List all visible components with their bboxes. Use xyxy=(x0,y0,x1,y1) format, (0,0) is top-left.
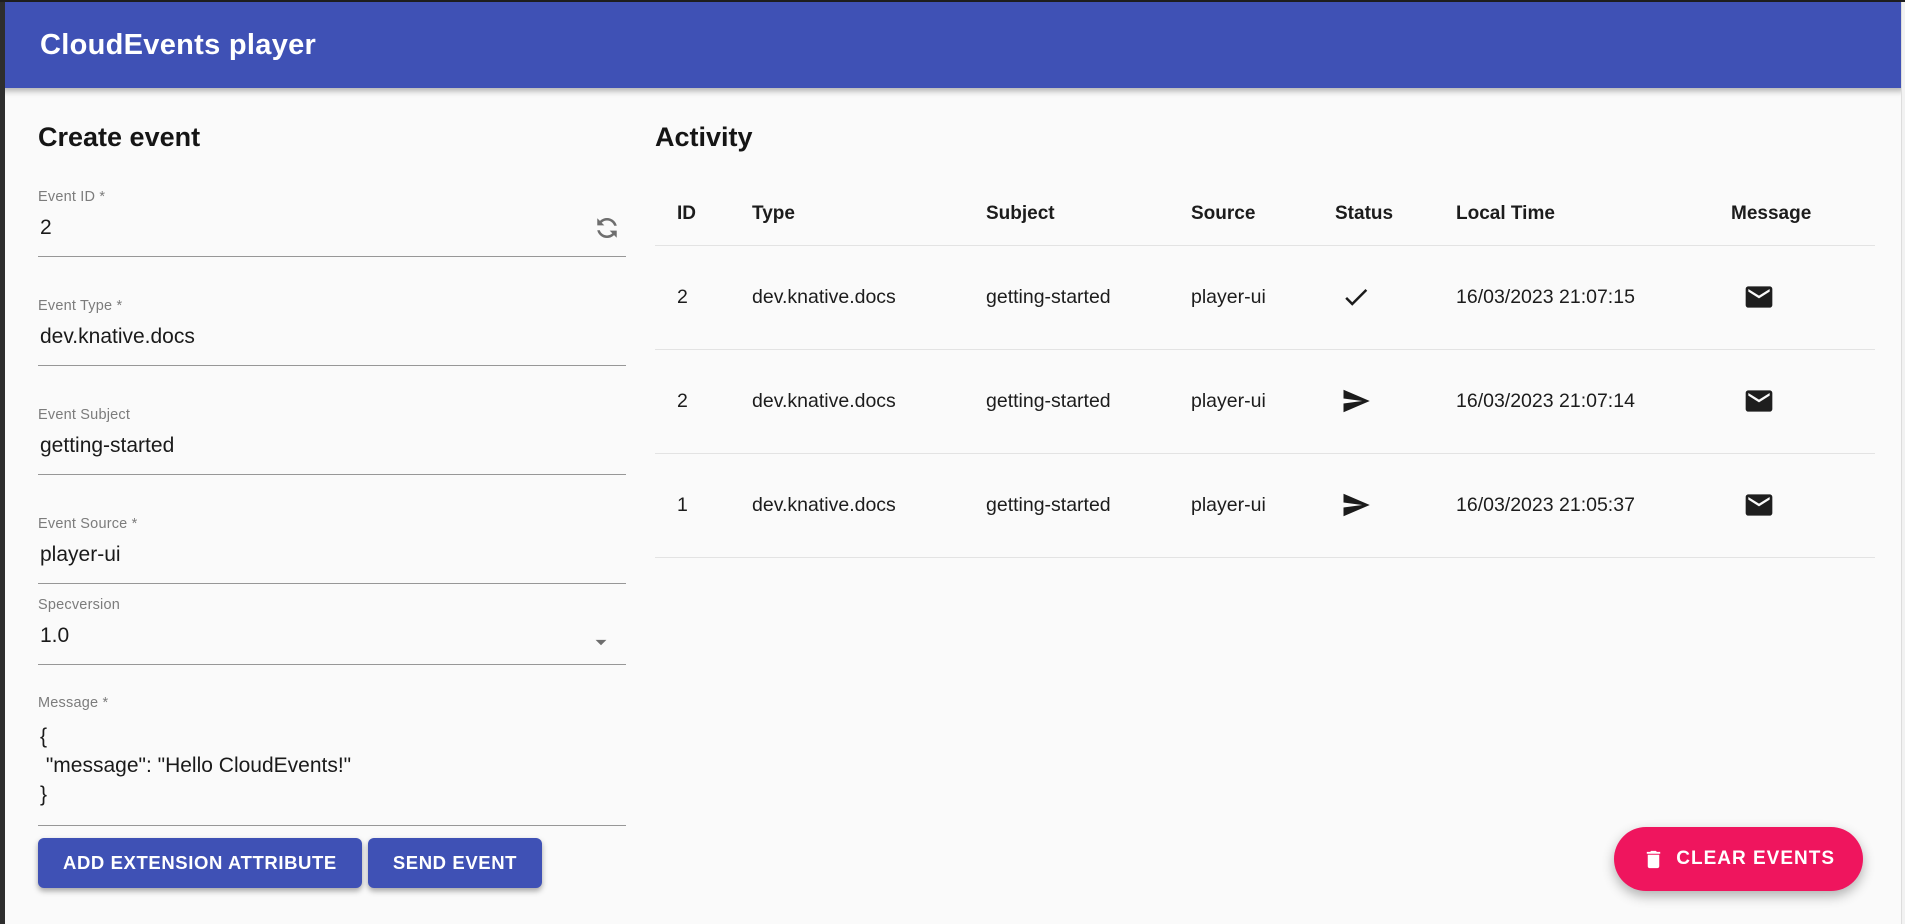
cell-status xyxy=(1335,349,1456,454)
activity-panel: Activity ID Type Subject Source Status Local … xyxy=(655,122,1875,558)
message-label: Message * xyxy=(38,695,109,711)
activity-row: 2 dev.knative.docs getting-started playe… xyxy=(655,245,1875,350)
column-header-source: Source xyxy=(1191,183,1335,246)
event-source-field: Event Source * xyxy=(38,516,626,584)
cell-subject: getting-started xyxy=(986,453,1191,558)
cell-subject: getting-started xyxy=(986,349,1191,454)
cell-source: player-ui xyxy=(1191,349,1335,454)
event-type-input[interactable] xyxy=(38,319,626,366)
send-event-button[interactable]: SEND EVENT xyxy=(367,838,543,888)
event-source-input[interactable] xyxy=(38,537,626,584)
cell-type: dev.knative.docs xyxy=(752,453,986,558)
send-icon xyxy=(1343,493,1370,517)
cell-status xyxy=(1335,453,1456,558)
regenerate-id-icon[interactable] xyxy=(592,213,622,243)
column-header-status: Status xyxy=(1335,183,1456,246)
create-event-panel: Create event Event ID * Event Type * Eve… xyxy=(38,122,626,888)
cell-local-time: 16/03/2023 21:05:37 xyxy=(1456,453,1731,558)
form-actions: ADD EXTENSION ATTRIBUTE SEND EVENT xyxy=(38,838,626,888)
column-header-local-time: Local Time xyxy=(1456,183,1731,246)
activity-table-body: 2 dev.knative.docs getting-started playe… xyxy=(655,245,1875,558)
specversion-label: Specversion xyxy=(38,597,120,613)
app-title: CloudEvents player xyxy=(40,28,317,61)
event-type-field: Event Type * xyxy=(38,298,626,366)
cell-message xyxy=(1731,453,1875,558)
message-field: Message * { "message": "Hello CloudEvent… xyxy=(38,695,626,826)
create-event-title: Create event xyxy=(38,122,201,152)
cell-status xyxy=(1335,245,1456,350)
clear-events-button[interactable]: CLEAR EVENTS xyxy=(1614,827,1863,891)
cell-id: 1 xyxy=(655,453,752,558)
cell-id: 2 xyxy=(655,349,752,454)
message-textarea[interactable]: { "message": "Hello CloudEvents!" } xyxy=(38,716,626,826)
event-id-input[interactable] xyxy=(38,210,626,257)
app-bar: CloudEvents player xyxy=(0,2,1905,88)
cell-local-time: 16/03/2023 21:07:15 xyxy=(1456,245,1731,350)
specversion-value: 1.0 xyxy=(38,618,626,665)
cell-type: dev.knative.docs xyxy=(752,349,986,454)
cell-type: dev.knative.docs xyxy=(752,245,986,350)
cell-source: player-ui xyxy=(1191,245,1335,350)
cell-source: player-ui xyxy=(1191,453,1335,558)
add-extension-attribute-button[interactable]: ADD EXTENSION ATTRIBUTE xyxy=(38,838,362,888)
activity-table: ID Type Subject Source Status Local Time Messa… xyxy=(655,183,1875,558)
clear-events-label: CLEAR EVENTS xyxy=(1676,848,1835,869)
cell-message xyxy=(1731,245,1875,350)
event-subject-input[interactable] xyxy=(38,428,626,475)
email-icon[interactable] xyxy=(1743,489,1775,521)
email-icon[interactable] xyxy=(1743,281,1775,313)
event-subject-field: Event Subject xyxy=(38,407,626,475)
scrollbar-track[interactable] xyxy=(1901,2,1905,924)
check-icon xyxy=(1345,288,1368,306)
specversion-select[interactable]: Specversion 1.0 xyxy=(38,597,626,665)
column-header-subject: Subject xyxy=(986,183,1191,246)
cell-id: 2 xyxy=(655,245,752,350)
column-header-type: Type xyxy=(752,183,986,246)
activity-row: 1 dev.knative.docs getting-started playe… xyxy=(655,453,1875,558)
event-type-label: Event Type * xyxy=(38,298,123,314)
event-id-field: Event ID * xyxy=(38,189,626,257)
main-content: Create event Event ID * Event Type * Eve… xyxy=(0,88,1905,888)
window-left-edge xyxy=(0,2,5,924)
email-icon[interactable] xyxy=(1743,385,1775,417)
cell-message xyxy=(1731,349,1875,454)
cell-local-time: 16/03/2023 21:07:14 xyxy=(1456,349,1731,454)
activity-row: 2 dev.knative.docs getting-started playe… xyxy=(655,349,1875,454)
column-header-message: Message xyxy=(1731,183,1875,246)
activity-header-row: ID Type Subject Source Status Local Time Messa… xyxy=(655,183,1875,246)
cell-subject: getting-started xyxy=(986,245,1191,350)
trash-icon xyxy=(1647,850,1661,868)
send-icon xyxy=(1343,389,1370,413)
column-header-id: ID xyxy=(655,183,752,246)
activity-title: Activity xyxy=(655,122,753,152)
event-id-label: Event ID * xyxy=(38,189,106,205)
event-subject-label: Event Subject xyxy=(38,407,131,423)
event-source-label: Event Source * xyxy=(38,516,138,532)
